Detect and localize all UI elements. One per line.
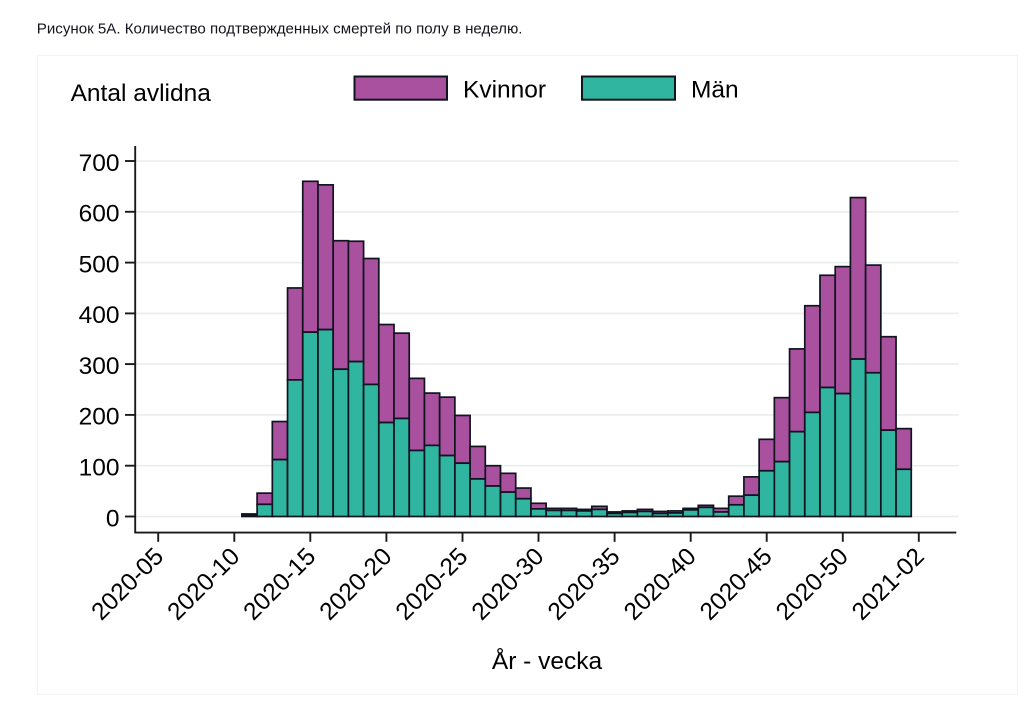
svg-text:Antal avlidna: Antal avlidna — [71, 80, 212, 107]
svg-text:År - vecka: År - vecka — [492, 647, 603, 675]
svg-text:200: 200 — [79, 404, 120, 431]
svg-text:400: 400 — [79, 302, 120, 329]
svg-text:500: 500 — [79, 251, 120, 278]
svg-text:0: 0 — [106, 505, 120, 532]
svg-text:600: 600 — [79, 201, 120, 228]
svg-text:Män: Män — [691, 77, 739, 104]
svg-text:300: 300 — [79, 353, 120, 380]
svg-text:100: 100 — [79, 455, 120, 482]
svg-text:700: 700 — [79, 150, 120, 177]
svg-text:Kvinnor: Kvinnor — [463, 77, 546, 104]
svg-text:Рисунок 5А. Количество подтвер: Рисунок 5А. Количество подтвержденных см… — [37, 20, 523, 37]
